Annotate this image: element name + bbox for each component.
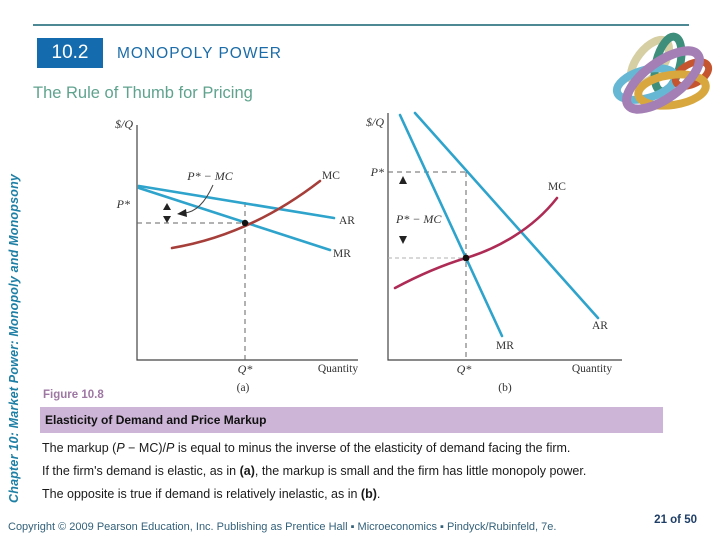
panel-a-mr-label: MR	[333, 248, 351, 260]
page-indicator: 21 of 50	[654, 514, 697, 526]
pearson-knot-logo	[612, 32, 713, 114]
description-line-3: The opposite is true if demand is relati…	[42, 483, 692, 506]
panel-a-ar-curve	[137, 184, 336, 220]
figure-description: The markup (P − MC)/P is equal to minus …	[42, 437, 692, 506]
line1-seg1: P	[116, 441, 125, 455]
panel-a-y-axis-label: $/Q	[115, 117, 133, 131]
panel-b-mr-curve	[398, 113, 504, 338]
section-title: MONOPOLY POWER	[117, 45, 283, 62]
section-number: 10.2	[51, 42, 89, 63]
figure-highlight-title: Elasticity of Demand and Price Markup	[45, 413, 267, 427]
panel-b-quantity-star-label: Q*	[457, 362, 472, 376]
panel-b-ar-curve	[413, 111, 600, 320]
panel-b-markup-arrow-down	[399, 236, 407, 244]
figure-highlight-bar: Elasticity of Demand and Price Markup	[40, 407, 663, 433]
line3-seg2: .	[376, 487, 381, 501]
panel-a-tag: (a)	[237, 382, 250, 394]
panel-a-mc-curve	[170, 179, 322, 250]
logo-ring-gold	[634, 70, 710, 110]
panel-a-annotation-arrowhead	[177, 209, 187, 217]
panel-a-x-axis-label: Quantity	[318, 363, 358, 375]
panel-b-markup-arrow-up	[399, 176, 407, 184]
panel-b-mr-label: MR	[496, 340, 514, 352]
panel-b-x-axis-label: Quantity	[572, 363, 612, 375]
line3-seg1: (b)	[360, 487, 377, 501]
page-title: The Rule of Thumb for Pricing	[33, 84, 253, 102]
panel-a-axes	[136, 125, 358, 361]
panel-a-markup-label: P* − MC	[186, 169, 233, 183]
panel-b-price-label: P*	[370, 165, 384, 179]
description-line-2: If the firm's demand is elastic, as in (…	[42, 460, 692, 483]
section-number-box: 10.2	[37, 38, 103, 68]
panel-b-markup-label: P* − MC	[395, 212, 442, 226]
line2-seg0: If the firm's demand is elastic, as in	[42, 464, 240, 478]
panel-b-ar-label: AR	[592, 320, 608, 332]
panel-a-ar-label: AR	[339, 215, 355, 227]
line1-seg4: is equal to minus the inverse of the ela…	[174, 441, 571, 455]
description-line-1: The markup (P − MC)/P is equal to minus …	[42, 437, 692, 460]
panel-a-mc-label: MC	[322, 170, 340, 182]
logo-ring-orange	[671, 58, 713, 90]
line1-seg2: − MC)/	[124, 441, 167, 455]
logo-ring-purple	[622, 46, 704, 114]
panel-a-markup-arrow-up	[163, 203, 171, 210]
line2-seg1: (a)	[239, 464, 255, 478]
panel-a-annotation-arrow	[183, 184, 214, 214]
line3-seg0: The opposite is true if demand is relati…	[42, 487, 361, 501]
panel-a-markup-arrow-down	[163, 216, 171, 223]
panel-a-intersection-dot	[241, 219, 249, 227]
panel-b-intersection-dot	[462, 254, 470, 262]
footer-copyright: Copyright © 2009 Pearson Education, Inc.…	[8, 521, 557, 533]
header-rule	[33, 24, 689, 26]
panel-a-price-label: P*	[116, 197, 130, 211]
panel-a-quantity-star-label: Q*	[238, 362, 253, 376]
panel-b-y-axis-label: $/Q	[366, 115, 384, 129]
figure-caption: Figure 10.8	[43, 389, 104, 401]
line1-seg3: P	[166, 441, 175, 455]
line1-seg0: The markup (	[42, 441, 117, 455]
panel-b-axes	[387, 113, 622, 361]
line2-seg2: , the markup is small and the firm has l…	[254, 464, 587, 478]
panel-b-tag: (b)	[498, 382, 512, 394]
panel-b-mc-label: MC	[548, 181, 566, 193]
panel-a-mr-curve	[137, 186, 332, 252]
